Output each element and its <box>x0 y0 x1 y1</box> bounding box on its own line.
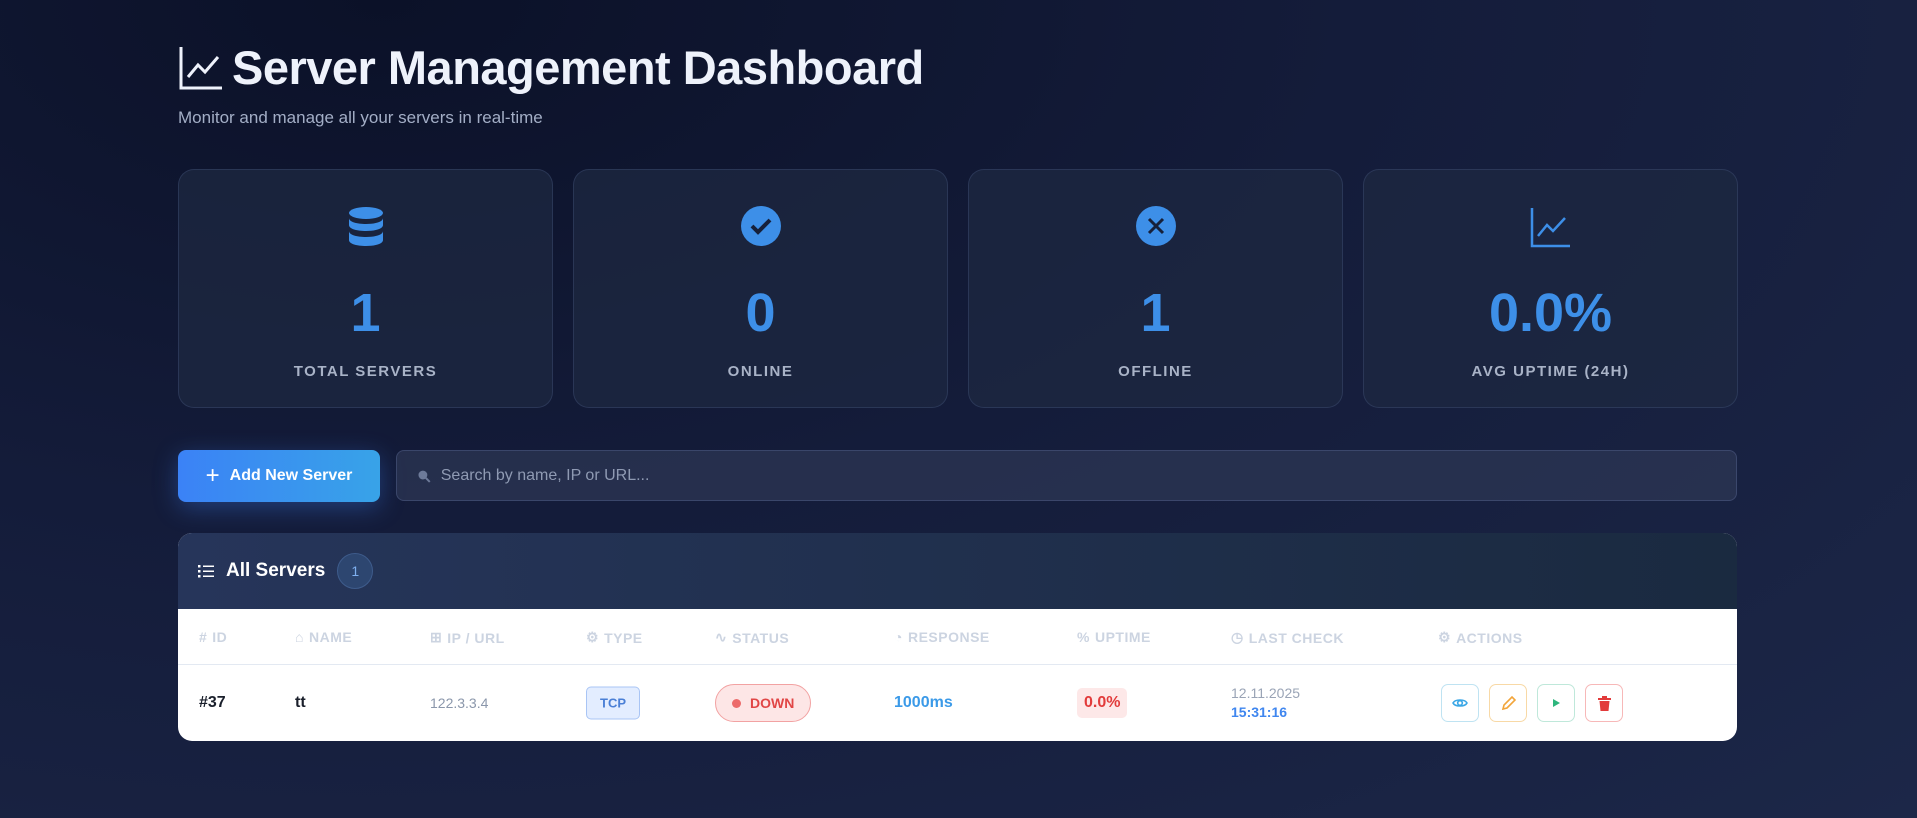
last-check-date: 12.11.2025 <box>1231 685 1301 701</box>
table-title: All Servers <box>226 560 326 581</box>
server-name: tt <box>295 694 306 711</box>
network-icon: ⊞ <box>430 629 443 645</box>
status-dot-icon <box>732 698 741 708</box>
delete-button[interactable] <box>1585 684 1623 722</box>
stat-value: 1 <box>350 283 381 343</box>
edit-button[interactable] <box>1489 684 1527 722</box>
server-ip: 122.3.3.4 <box>430 695 489 711</box>
stat-card-uptime: 0.0% AVG UPTIME (24H) <box>1363 169 1738 408</box>
column-headers: # ID ⌂ NAME ⊞ IP / URL ⚙ TYPE ∿ STATUS ◔ RESPO… <box>178 609 1737 665</box>
add-server-button[interactable]: + Add New Server <box>178 450 380 502</box>
row-actions <box>1441 684 1623 722</box>
check-circle-icon <box>740 206 781 246</box>
hash-icon: # <box>199 629 208 645</box>
stat-label: AVG UPTIME (24H) <box>1471 363 1630 380</box>
stat-value: 0 <box>745 283 776 343</box>
page-title: Server Management Dashboard <box>232 41 924 94</box>
col-type[interactable]: ⚙ TYPE <box>586 629 643 646</box>
col-name[interactable]: ⌂ NAME <box>295 629 353 645</box>
add-server-label: Add New Server <box>229 467 353 484</box>
type-badge: TCP <box>586 686 640 720</box>
view-button[interactable] <box>1441 684 1479 722</box>
col-id[interactable]: # ID <box>199 629 228 645</box>
pulse-icon: ∿ <box>715 629 728 645</box>
chip-icon: ⚙ <box>586 629 600 645</box>
col-status[interactable]: ∿ STATUS <box>715 629 790 646</box>
list-icon <box>198 565 214 578</box>
col-ip[interactable]: ⊞ IP / URL <box>430 629 505 646</box>
stat-label: OFFLINE <box>1118 363 1193 380</box>
tag-icon: ⌂ <box>295 629 304 645</box>
table-header-bar: All Servers 1 <box>178 533 1737 609</box>
server-id: #37 <box>199 694 226 711</box>
last-check-time: 15:31:16 <box>1231 704 1288 720</box>
chart-line-icon <box>1530 208 1570 248</box>
search-icon <box>418 470 431 483</box>
pencil-icon <box>1501 695 1516 710</box>
gear-icon: ⚙ <box>1438 629 1452 645</box>
stat-card-online: 0 ONLINE <box>573 169 948 408</box>
status-badge: DOWN <box>715 684 812 722</box>
clock-icon: ◷ <box>1231 629 1244 645</box>
server-count-badge: 1 <box>337 553 374 589</box>
play-icon <box>1553 699 1560 707</box>
search-input[interactable] <box>440 466 1736 485</box>
stat-label: TOTAL SERVERS <box>293 363 438 380</box>
chart-line-icon <box>179 46 222 89</box>
plus-icon: + <box>205 462 220 489</box>
servers-table: All Servers 1 # ID ⌂ NAME ⊞ IP / URL ⚙ TYPE … <box>178 533 1737 741</box>
page-header: Server Management Dashboard <box>178 40 924 95</box>
col-response[interactable]: ◔ RESPONSE <box>894 629 990 645</box>
gauge-icon: ◔ <box>894 629 903 645</box>
stat-card-total: 1 TOTAL SERVERS <box>178 169 553 408</box>
last-check: 12.11.2025 15:31:16 <box>1231 684 1300 722</box>
stat-label: ONLINE <box>727 363 794 380</box>
eye-icon <box>1452 699 1468 707</box>
page-subtitle: Monitor and manage all your servers in r… <box>178 108 543 127</box>
col-uptime[interactable]: % UPTIME <box>1077 629 1151 645</box>
stat-value: 0.0% <box>1488 283 1613 343</box>
database-icon <box>348 207 383 246</box>
uptime-badge: 0.0% <box>1077 688 1128 718</box>
response-time: 1000ms <box>894 694 953 711</box>
col-actions: ⚙ ACTIONS <box>1438 629 1523 646</box>
percent-icon: % <box>1077 629 1090 645</box>
stat-value: 1 <box>1140 283 1171 343</box>
col-last-check[interactable]: ◷ LAST CHECK <box>1231 629 1344 646</box>
table-row[interactable]: #37 tt 122.3.3.4 TCP DOWN 1000ms 0.0% 12… <box>178 665 1737 741</box>
run-check-button[interactable] <box>1537 684 1575 722</box>
stat-card-offline: 1 OFFLINE <box>968 169 1343 408</box>
trash-icon <box>1597 695 1611 711</box>
search-box[interactable] <box>396 450 1737 501</box>
x-circle-icon <box>1135 206 1176 246</box>
